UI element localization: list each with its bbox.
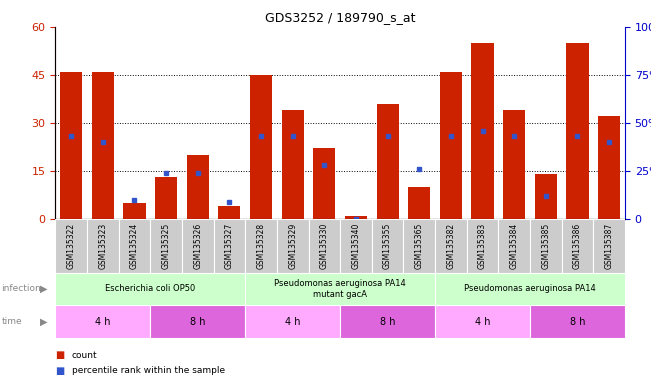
Text: GSM135385: GSM135385 (542, 223, 550, 269)
Bar (530, 305, 625, 338)
Text: GSM135325: GSM135325 (161, 223, 171, 269)
Bar (435, 219, 467, 273)
Bar (598, 116, 620, 219)
Bar (182, 219, 214, 273)
Bar (340, 305, 435, 338)
Bar (376, 104, 398, 219)
Bar (499, 219, 530, 273)
Bar (150, 219, 182, 273)
Text: GSM135340: GSM135340 (352, 223, 361, 269)
Text: Escherichia coli OP50: Escherichia coli OP50 (105, 285, 195, 293)
Text: infection: infection (1, 285, 41, 293)
Bar (404, 219, 435, 273)
Bar (309, 219, 340, 273)
Text: GSM135327: GSM135327 (225, 223, 234, 269)
Bar (345, 216, 367, 219)
Text: GSM135330: GSM135330 (320, 223, 329, 269)
Text: GSM135355: GSM135355 (383, 223, 392, 269)
Bar (87, 219, 118, 273)
Bar (313, 149, 335, 219)
Text: time: time (1, 317, 22, 326)
Bar (435, 273, 625, 305)
Bar (250, 75, 272, 219)
Text: GSM135386: GSM135386 (573, 223, 582, 269)
Text: 8 h: 8 h (380, 316, 395, 327)
Bar (340, 219, 372, 273)
Text: GSM135329: GSM135329 (288, 223, 297, 269)
Bar (562, 219, 593, 273)
Text: ■: ■ (55, 350, 64, 360)
Text: 8 h: 8 h (570, 316, 585, 327)
Bar (245, 273, 435, 305)
Text: Pseudomonas aeruginosa PA14: Pseudomonas aeruginosa PA14 (464, 285, 596, 293)
Bar (435, 305, 530, 338)
Text: GSM135365: GSM135365 (415, 223, 424, 269)
Bar (566, 43, 589, 219)
Bar (530, 219, 562, 273)
Bar (150, 305, 245, 338)
Bar (408, 187, 430, 219)
Bar (277, 219, 309, 273)
Bar (218, 206, 240, 219)
Text: GSM135383: GSM135383 (478, 223, 487, 269)
Bar (593, 219, 625, 273)
Text: ▶: ▶ (40, 284, 48, 294)
Text: count: count (72, 351, 97, 360)
Text: GSM135387: GSM135387 (605, 223, 614, 269)
Bar (282, 110, 304, 219)
Bar (124, 203, 146, 219)
Text: GSM135324: GSM135324 (130, 223, 139, 269)
Bar (187, 155, 209, 219)
Text: 8 h: 8 h (190, 316, 206, 327)
Text: GSM135323: GSM135323 (98, 223, 107, 269)
Text: Pseudomonas aeruginosa PA14
mutant gacA: Pseudomonas aeruginosa PA14 mutant gacA (274, 279, 406, 299)
Bar (118, 219, 150, 273)
Text: ■: ■ (55, 366, 64, 376)
Bar (214, 219, 245, 273)
Text: GDS3252 / 189790_s_at: GDS3252 / 189790_s_at (265, 12, 415, 25)
Bar (60, 72, 82, 219)
Bar (245, 305, 340, 338)
Bar (55, 273, 245, 305)
Text: GSM135322: GSM135322 (66, 223, 76, 269)
Text: 4 h: 4 h (475, 316, 490, 327)
Text: GSM135384: GSM135384 (510, 223, 519, 269)
Bar (503, 110, 525, 219)
Text: GSM135382: GSM135382 (447, 223, 456, 269)
Bar (92, 72, 114, 219)
Bar (372, 219, 404, 273)
Bar (471, 43, 493, 219)
Bar (440, 72, 462, 219)
Bar (55, 219, 87, 273)
Bar (245, 219, 277, 273)
Bar (467, 219, 499, 273)
Bar (155, 177, 177, 219)
Bar (55, 305, 150, 338)
Text: ▶: ▶ (40, 316, 48, 327)
Text: GSM135328: GSM135328 (256, 223, 266, 269)
Text: percentile rank within the sample: percentile rank within the sample (72, 366, 225, 375)
Text: 4 h: 4 h (285, 316, 300, 327)
Text: 4 h: 4 h (95, 316, 111, 327)
Bar (534, 174, 557, 219)
Text: GSM135326: GSM135326 (193, 223, 202, 269)
